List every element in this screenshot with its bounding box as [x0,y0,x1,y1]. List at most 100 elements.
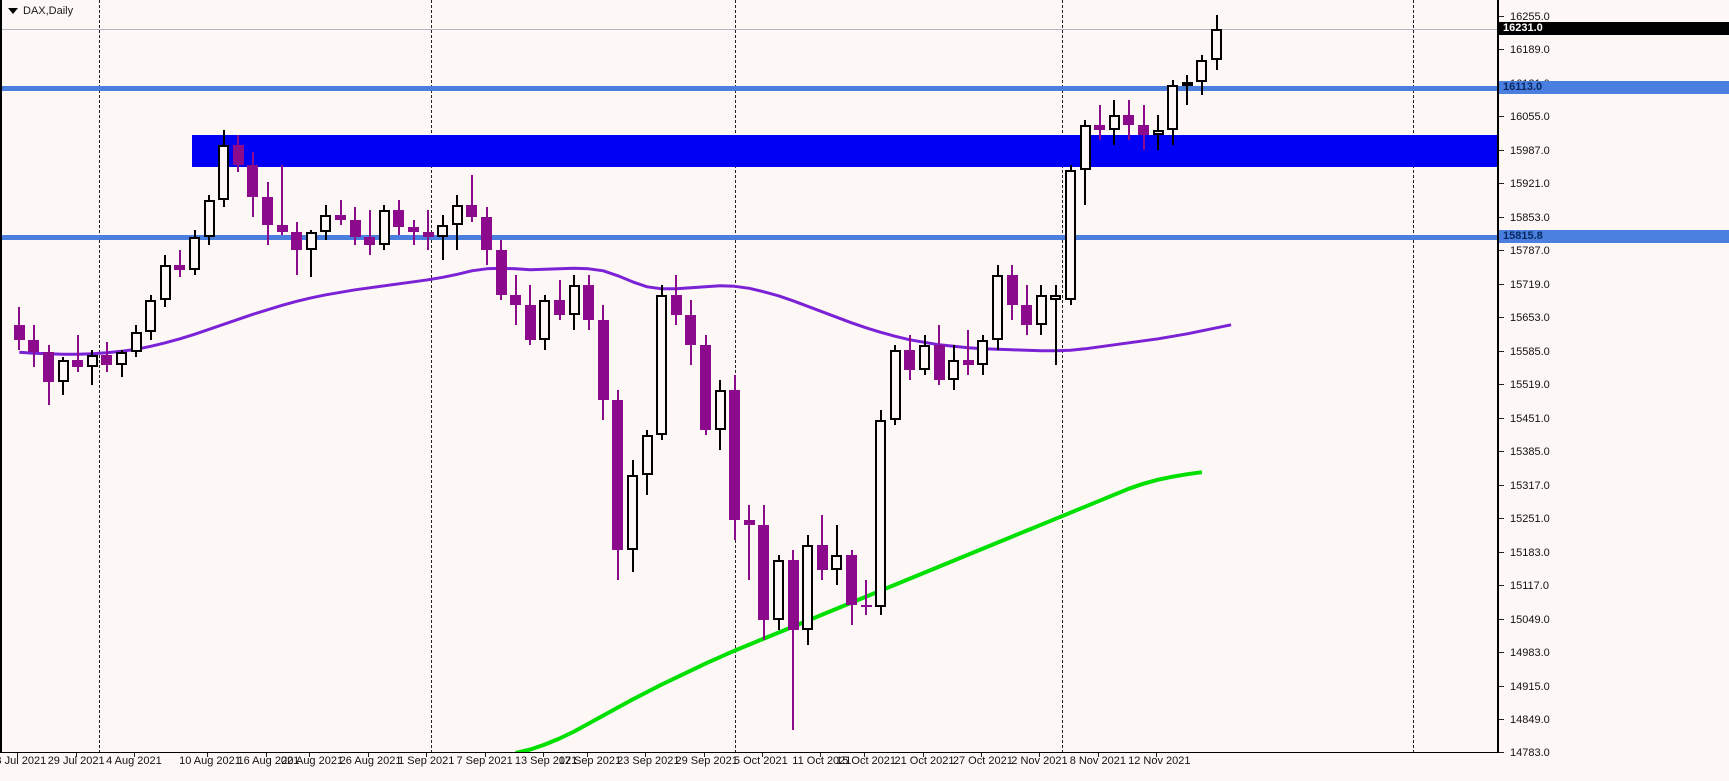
candle-bullish[interactable] [378,209,390,245]
candle-bearish[interactable] [816,544,828,570]
candle-bullish[interactable] [1211,29,1222,60]
candle-bearish[interactable] [685,314,697,345]
candle-bearish[interactable] [743,519,755,525]
candle-bearish[interactable] [408,227,419,233]
current-price-label[interactable]: 16231.0 [1499,22,1729,36]
candle-bullish[interactable] [641,434,653,475]
candle-bearish[interactable] [670,294,682,315]
support-resistance-line[interactable] [2,86,1497,92]
candle-bearish[interactable] [933,344,945,380]
candle-bearish[interactable] [1094,124,1106,130]
price-tick: 15183.0 [1499,547,1729,559]
candle-bearish[interactable] [787,559,799,630]
candle-bearish[interactable] [700,344,711,430]
candle-bullish[interactable] [1167,84,1179,130]
candle-bullish[interactable] [568,284,580,315]
time-tick-mark [367,753,369,757]
candle-bullish[interactable] [189,237,200,270]
candle-bullish[interactable] [203,199,215,238]
tick-mark [1499,485,1504,487]
price-tick-label: 15385.0 [1510,446,1550,459]
candle-bullish[interactable] [1152,129,1164,135]
candle-bearish[interactable] [729,389,741,520]
candle-bearish[interactable] [583,284,595,320]
candle-bullish[interactable] [86,354,98,368]
candle-bullish[interactable] [57,359,69,383]
candle-bullish[interactable] [539,299,551,340]
candle-bullish[interactable] [1035,294,1047,325]
candle-bearish[interactable] [364,237,376,245]
candle-bearish[interactable] [28,339,40,353]
candle-bearish[interactable] [904,349,916,370]
candle-bearish[interactable] [510,294,522,305]
candle-bearish[interactable] [101,354,113,365]
candle-bearish[interactable] [495,249,507,295]
candle-bullish[interactable] [451,204,463,225]
candle-bullish[interactable] [116,352,127,365]
candle-bullish[interactable] [320,214,332,233]
candle-bullish[interactable] [656,294,668,435]
candle-bearish[interactable] [1138,124,1149,135]
candle-bearish[interactable] [846,554,857,605]
candle-bullish[interactable] [145,299,157,333]
candle-bullish[interactable] [627,474,638,550]
candle-bullish[interactable] [305,232,317,250]
time-tick-mark [586,753,588,757]
candle-bearish[interactable] [43,352,54,383]
candle-bullish[interactable] [1050,294,1062,300]
candle-bullish[interactable] [977,339,989,365]
candle-bearish[interactable] [291,232,303,250]
chart-plot-area[interactable] [0,0,1497,753]
candle-bullish[interactable] [1196,59,1208,83]
price-tick: 15317.0 [1499,480,1729,492]
candle-bearish[interactable] [758,524,770,620]
candle-bullish[interactable] [919,344,930,370]
candle-bullish[interactable] [159,264,171,300]
candle-bearish[interactable] [349,219,361,238]
candle-bullish[interactable] [1181,82,1193,87]
price-axis[interactable]: 16255.016189.016121.016055.015987.015921… [1497,0,1729,759]
candle-bullish[interactable] [218,144,230,200]
candle-bullish[interactable] [875,419,887,608]
candle-bearish[interactable] [962,359,974,365]
current-price-gridline [2,29,1497,31]
candle-bearish[interactable] [466,204,478,218]
candle-bearish[interactable] [481,217,492,250]
candle-bearish[interactable] [612,399,624,550]
candle-bearish[interactable] [72,359,84,368]
candle-bearish[interactable] [1123,114,1135,125]
candle-bullish[interactable] [948,359,960,380]
candle-bearish[interactable] [247,164,259,198]
candle-bullish[interactable] [1108,114,1120,130]
candle-bearish[interactable] [262,197,273,225]
candle-bullish[interactable] [802,544,814,630]
candle-bearish[interactable] [13,324,25,340]
candle-bearish[interactable] [597,319,609,400]
candle-bullish[interactable] [130,332,142,353]
candle-bullish[interactable] [831,554,843,570]
support-resistance-line[interactable] [2,234,1497,240]
collapse-triangle-icon[interactable] [8,8,18,14]
candle-bearish[interactable] [1006,274,1018,305]
candle-bearish[interactable] [393,209,405,228]
candle-bearish[interactable] [232,144,244,165]
supply-zone-rectangle[interactable] [192,134,1497,168]
candle-bullish[interactable] [714,389,726,430]
candle-bullish[interactable] [889,349,901,420]
candle-bullish[interactable] [1079,124,1091,170]
candle-bullish[interactable] [773,559,784,620]
level-label-lower[interactable]: 15815.8 [1499,229,1729,243]
candle-bearish[interactable] [1021,304,1033,325]
candle-bullish[interactable] [992,274,1003,340]
candle-bearish[interactable] [335,214,346,220]
candle-bearish[interactable] [422,232,434,238]
candle-bullish[interactable] [437,224,449,238]
candle-bearish[interactable] [524,304,536,340]
candle-bearish[interactable] [276,224,288,233]
candle-bearish[interactable] [554,299,565,315]
level-label-upper[interactable]: 16113.0 [1499,81,1729,95]
candle-bearish[interactable] [174,264,186,270]
candle-bullish[interactable] [1065,169,1076,300]
candle-bearish[interactable] [860,604,872,608]
